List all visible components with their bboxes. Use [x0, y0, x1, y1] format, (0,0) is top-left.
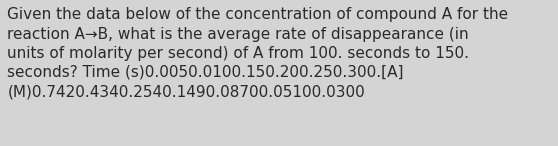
- Text: Given the data below of the concentration of compound A for the
reaction A→B, wh: Given the data below of the concentratio…: [7, 7, 508, 99]
